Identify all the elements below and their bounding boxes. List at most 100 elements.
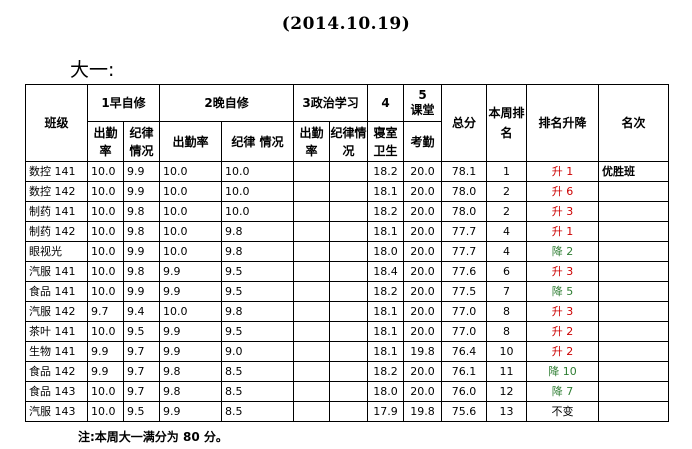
- cell-dorm: 18.1: [367, 221, 405, 242]
- cell-g2-discipline: 9.5: [221, 281, 295, 302]
- cell-total: 76.0: [441, 381, 488, 402]
- cell-class: 制药 141: [25, 201, 88, 222]
- header-group5-text: 课堂: [410, 103, 435, 117]
- cell-g3-attendance: [293, 301, 331, 322]
- table-row: 生物 141 9.9 9.7 9.9 9.0 18.1 19.8 76.4 10 升 2: [25, 341, 670, 362]
- cell-g1-attendance: 10.0: [87, 201, 124, 222]
- cell-class-attendance: 19.8: [403, 341, 443, 362]
- cell-g3-discipline: [329, 181, 369, 202]
- header-rank-change: 排名升降: [526, 84, 600, 162]
- cell-g1-attendance: 10.0: [87, 261, 124, 282]
- cell-rank-change: 降 5: [526, 281, 600, 302]
- cell-ranking: [598, 261, 670, 282]
- cell-ranking: [598, 281, 670, 302]
- cell-g3-discipline: [329, 201, 369, 222]
- cell-dorm: 18.2: [367, 361, 405, 382]
- cell-g3-attendance: [293, 161, 331, 182]
- cell-g1-discipline: 9.8: [122, 261, 161, 282]
- cell-class: 数控 141: [25, 161, 88, 182]
- cell-rank: 2: [486, 201, 528, 222]
- header-g1-discipline: 纪律情况: [122, 121, 161, 162]
- cell-rank-change: 升 1: [526, 161, 600, 182]
- cell-class: 汽服 142: [25, 301, 88, 322]
- cell-g3-attendance: [293, 321, 331, 342]
- table-row: 茶叶 141 10.0 9.5 9.9 9.5 18.1 20.0 77.0 8 升 2: [25, 321, 670, 342]
- cell-ranking: [598, 201, 670, 222]
- cell-class-attendance: 20.0: [403, 241, 443, 262]
- cell-dorm: 18.1: [367, 301, 405, 322]
- cell-total: 77.5: [441, 281, 488, 302]
- table-row: 制药 142 10.0 9.8 10.0 9.8 18.1 20.0 77.7 4 升 1: [25, 221, 670, 242]
- header-g3-attendance: 出勤率: [293, 121, 331, 162]
- cell-g1-discipline: 9.8: [122, 201, 161, 222]
- table-row: 汽服 141 10.0 9.8 9.9 9.5 18.4 20.0 77.6 6 升 3: [25, 261, 670, 282]
- cell-g2-attendance: 10.0: [159, 241, 223, 262]
- cell-class: 食品 142: [25, 361, 88, 382]
- footnote: 注:本周大一满分为 80 分。: [78, 430, 228, 444]
- cell-ranking: [598, 301, 670, 322]
- table-row: 食品 141 10.0 9.9 9.9 9.5 18.2 20.0 77.5 7 降 5: [25, 281, 670, 302]
- cell-class: 生物 141: [25, 341, 88, 362]
- cell-g1-discipline: 9.4: [122, 301, 161, 322]
- cell-g1-attendance: 9.7: [87, 301, 124, 322]
- cell-ranking: [598, 181, 670, 202]
- cell-dorm: 18.0: [367, 241, 405, 262]
- cell-class-attendance: 20.0: [403, 361, 443, 382]
- cell-g3-attendance: [293, 221, 331, 242]
- cell-g1-discipline: 9.9: [122, 241, 161, 262]
- cell-total: 75.6: [441, 401, 488, 422]
- header-group1: 1早自修: [86, 84, 161, 122]
- header-total: 总分: [441, 84, 488, 162]
- cell-g2-attendance: 9.9: [159, 321, 223, 342]
- cell-rank-change: 升 3: [526, 201, 600, 222]
- grade-heading: 大一:: [70, 59, 115, 81]
- report-date: (2014.10.19): [281, 14, 411, 34]
- table-row: 数控 142 10.0 9.9 10.0 10.0 18.1 20.0 78.0 2 升 6: [25, 181, 670, 202]
- cell-dorm: 18.4: [367, 261, 405, 282]
- cell-g3-discipline: [329, 281, 369, 302]
- cell-total: 78.1: [441, 161, 488, 182]
- cell-rank: 6: [486, 261, 528, 282]
- table-row: 制药 141 10.0 9.8 10.0 10.0 18.2 20.0 78.0 2 升 3: [25, 201, 670, 222]
- cell-g3-attendance: [293, 201, 331, 222]
- cell-g1-attendance: 10.0: [87, 401, 124, 422]
- cell-class: 食品 143: [25, 381, 88, 402]
- cell-rank-change: 不变: [526, 401, 600, 422]
- cell-rank: 1: [486, 161, 528, 182]
- cell-rank: 7: [486, 281, 528, 302]
- cell-g2-discipline: 8.5: [221, 381, 295, 402]
- cell-rank: 11: [486, 361, 528, 382]
- cell-total: 77.6: [441, 261, 488, 282]
- cell-g2-attendance: 9.8: [159, 381, 223, 402]
- cell-ranking: [598, 401, 670, 422]
- score-table: 班级 1早自修 2晚自修 3政治学习 4 5 课堂 总分 本周排名 排名升降 名…: [25, 84, 670, 422]
- table-row: 汽服 143 10.0 9.5 9.9 8.5 17.9 19.8 75.6 13 不变: [25, 401, 670, 422]
- cell-g1-discipline: 9.9: [122, 181, 161, 202]
- cell-ranking: 优胜班: [598, 161, 670, 182]
- cell-g1-discipline: 9.9: [122, 281, 161, 302]
- cell-rank: 13: [486, 401, 528, 422]
- cell-g2-discipline: 9.8: [221, 301, 295, 322]
- cell-g2-discipline: 8.5: [221, 361, 295, 382]
- cell-total: 78.0: [441, 201, 488, 222]
- cell-dorm: 18.2: [367, 201, 405, 222]
- header-class: 班级: [25, 84, 88, 162]
- cell-class-attendance: 20.0: [403, 161, 443, 182]
- cell-class: 食品 141: [25, 281, 88, 302]
- cell-g3-attendance: [293, 381, 331, 402]
- cell-g3-discipline: [329, 221, 369, 242]
- cell-g3-discipline: [329, 261, 369, 282]
- header-group5: 5 课堂: [403, 84, 443, 122]
- cell-g2-discipline: 10.0: [221, 181, 295, 202]
- cell-g3-discipline: [329, 381, 369, 402]
- header-g3-discipline: 纪律情况: [329, 121, 369, 162]
- cell-rank-change: 升 6: [526, 181, 600, 202]
- header-g4-dorm: 寝室卫生: [367, 121, 405, 162]
- cell-g3-attendance: [293, 281, 331, 302]
- cell-g2-discipline: 9.8: [221, 221, 295, 242]
- header-g1-attendance: 出勤率: [87, 121, 124, 162]
- cell-g2-attendance: 10.0: [159, 301, 223, 322]
- cell-rank: 12: [486, 381, 528, 402]
- cell-g2-attendance: 10.0: [159, 161, 223, 182]
- cell-dorm: 18.1: [367, 341, 405, 362]
